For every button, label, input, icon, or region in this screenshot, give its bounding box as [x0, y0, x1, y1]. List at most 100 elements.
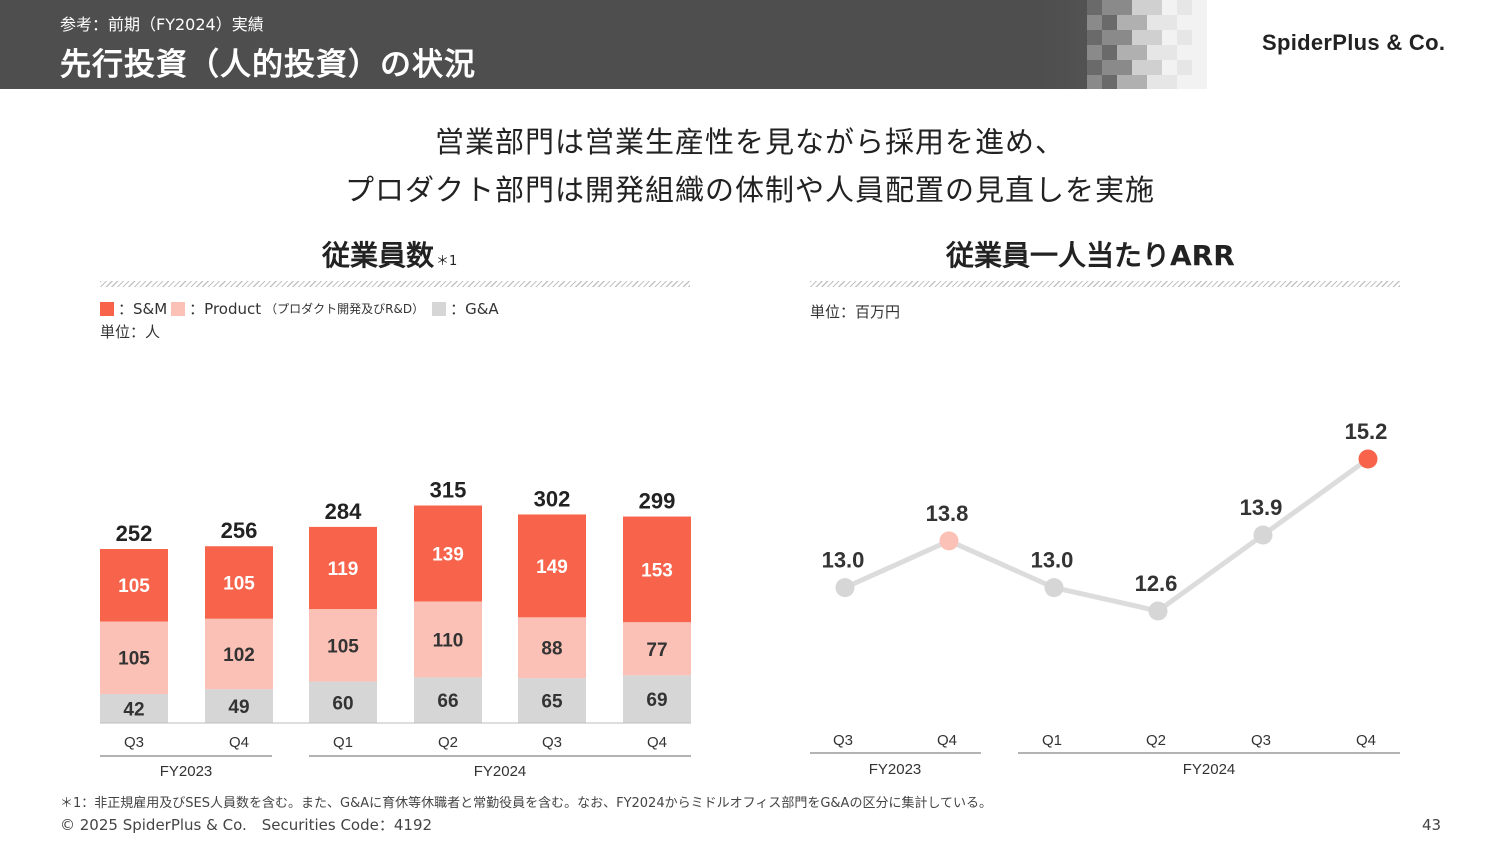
pixel-square [1177, 45, 1192, 60]
bar-value-label: 102 [223, 645, 255, 666]
group-label: FY2023 [160, 763, 213, 780]
pixel-square [1162, 75, 1177, 89]
bar-segment-sm [518, 514, 586, 618]
bar-value-label: 119 [328, 559, 359, 580]
bar-value-label: 60 [332, 693, 353, 714]
section-divider-right [810, 281, 1400, 287]
group-label: FY2024 [1183, 761, 1236, 778]
bar-segment-sm [414, 505, 482, 602]
pixel-square [1102, 75, 1117, 89]
page-title: 先行投資（人的投資）の状況 [60, 47, 476, 83]
pixel-square [1132, 0, 1147, 15]
bar-total-label: 284 [325, 499, 362, 524]
bar-value-label: 105 [118, 576, 150, 597]
pixel-square [1192, 0, 1207, 15]
x-tick-label: Q4 [647, 734, 667, 751]
pixel-decoration [1087, 0, 1207, 89]
bar-segment-sm [100, 548, 168, 622]
x-tick-label: Q2 [1146, 732, 1166, 749]
legend-label-product: ：Product [189, 300, 262, 318]
pixel-square [1162, 0, 1177, 15]
bar-value-label: 69 [646, 690, 667, 711]
pixel-square [1162, 60, 1177, 75]
arr-value-label: 13.0 [822, 548, 865, 573]
x-tick-label: Q3 [833, 732, 853, 749]
legend-swatch-ga [432, 301, 447, 316]
employee-count-title-text: 従業員数 [322, 239, 435, 272]
pixel-square [1087, 60, 1102, 75]
bar-value-label: 110 [433, 630, 464, 651]
chart-legend: ：S&M ：Product （プロダクト開発及びR&D） ：G&A [100, 298, 503, 319]
legend-swatch-sm [100, 301, 114, 316]
pixel-square [1087, 45, 1102, 60]
pixel-square [1177, 75, 1192, 89]
pixel-square [1147, 0, 1162, 15]
bar-segment-ga [623, 675, 691, 723]
arr-point [1044, 578, 1064, 598]
pixel-square [1147, 15, 1162, 30]
x-tick-label: Q3 [542, 734, 562, 751]
x-tick-label: Q4 [937, 732, 957, 749]
arr-unit: 単位：百万円 [810, 303, 901, 321]
pixel-square [1192, 75, 1207, 89]
pixel-square [1087, 0, 1102, 15]
bar-total-label: 252 [116, 521, 153, 546]
pixel-square [1117, 0, 1132, 15]
x-tick-label: Q2 [438, 734, 458, 751]
bar-total-label: 299 [639, 489, 676, 514]
pixel-square [1132, 15, 1147, 30]
pixel-square [1162, 15, 1177, 30]
pixel-square [1147, 75, 1162, 89]
pixel-square [1162, 45, 1177, 60]
bar-segment-product [414, 601, 482, 678]
pixel-square [1102, 15, 1117, 30]
x-tick-label: Q3 [124, 734, 144, 751]
bar-segment-ga [100, 693, 168, 723]
header: 参考：前期（FY2024）実績 先行投資（人的投資）の状況 SpiderPlus… [0, 0, 1500, 89]
bar-value-label: 77 [646, 640, 667, 661]
arr-point [939, 531, 959, 551]
group-label: FY2023 [869, 761, 922, 778]
pixel-square [1102, 0, 1117, 15]
arr-value-label: 12.6 [1135, 571, 1178, 596]
headline-line-2: プロダクト部門は開発組織の体制や人員配置の見直しを実施 [344, 173, 1155, 207]
arr-point [1148, 601, 1168, 621]
bar-value-label: 42 [123, 699, 144, 720]
bar-segment-product [205, 618, 273, 690]
employee-count-unit: 単位：人 [100, 323, 161, 341]
pixel-square [1132, 30, 1147, 45]
arr-point [1358, 449, 1378, 469]
pixel-square [1117, 75, 1132, 89]
bar-value-label: 88 [541, 639, 562, 660]
pixel-square [1177, 60, 1192, 75]
footnote: ＊1：非正規雇用及びSES人員数を含む。また、G&Aに育休等休職者と常勤役員を含… [60, 796, 993, 811]
bar-total-label: 256 [221, 518, 258, 543]
section-divider-left [100, 281, 690, 287]
x-tick-label: Q4 [229, 734, 249, 751]
bar-segment-ga [518, 678, 586, 723]
pixel-square [1087, 15, 1102, 30]
bar-value-label: 105 [223, 573, 255, 594]
arr-value-label: 15.2 [1345, 419, 1388, 444]
legend-label-product-note: （プロダクト開発及びR&D） [265, 302, 425, 316]
arr-point [835, 578, 855, 598]
pixel-square [1192, 15, 1207, 30]
pixel-square [1132, 75, 1147, 89]
bar-value-label: 105 [327, 636, 359, 657]
pixel-square [1192, 45, 1207, 60]
pixel-square [1192, 30, 1207, 45]
bar-segment-product [309, 609, 377, 682]
pixel-square [1117, 15, 1132, 30]
pixel-square [1177, 15, 1192, 30]
bar-value-label: 65 [541, 692, 563, 713]
headline-line-1: 営業部門は営業生産性を見ながら採用を進め、 [434, 125, 1065, 159]
bar-total-label: 315 [430, 477, 467, 502]
bar-value-label: 49 [228, 697, 249, 718]
page-number: 43 [1422, 816, 1442, 834]
bar-value-label: 149 [536, 557, 568, 578]
arr-value-label: 13.8 [926, 501, 969, 526]
arr-point [1253, 525, 1273, 545]
bar-segment-product [100, 621, 168, 694]
company-logo: SpiderPlus & Co. [1262, 30, 1446, 55]
